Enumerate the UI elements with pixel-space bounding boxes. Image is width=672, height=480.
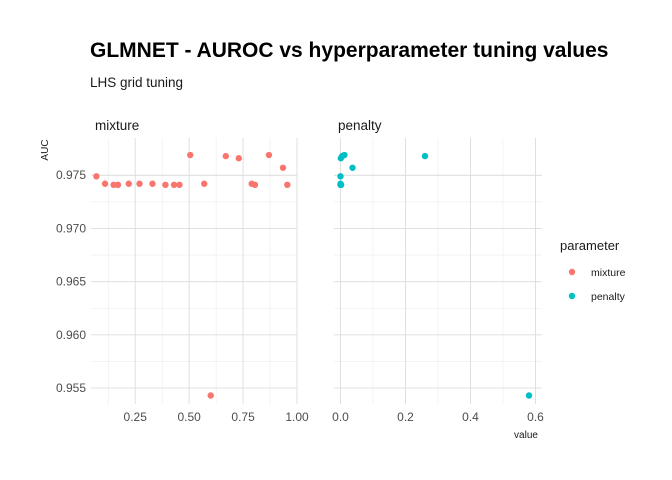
data-point-mixture: [284, 181, 291, 189]
facet-strip-label: penalty: [338, 118, 382, 133]
data-point-mixture: [170, 181, 178, 189]
x-tick-label: 0.4: [462, 410, 479, 424]
x-tick-label: 0.50: [177, 410, 201, 424]
x-tick-label: 0.6: [527, 410, 544, 424]
legend-label-mixture: mixture: [591, 267, 626, 279]
facet-strip-label: mixture: [95, 118, 139, 133]
data-point-mixture: [101, 180, 109, 187]
y-tick-label: 0.975: [56, 168, 86, 182]
y-tick-label: 0.970: [56, 221, 86, 235]
legend-items: mixture penalty: [568, 267, 626, 303]
data-point-mixture: [187, 151, 194, 159]
x-tick-label: 0.2: [397, 410, 414, 424]
x-tick-label: 1.00: [285, 410, 309, 424]
data-point-mixture: [93, 173, 100, 180]
legend: parameter mixture penalty: [560, 238, 626, 303]
data-point-mixture: [149, 180, 156, 187]
data-point-mixture: [162, 181, 169, 189]
x-tick-label: 0.75: [231, 410, 255, 424]
legend-title: parameter: [560, 238, 620, 253]
data-point-penalty: [421, 152, 429, 160]
data-point-penalty: [337, 181, 345, 189]
x-tick-label: 0.0: [332, 410, 349, 424]
legend-key-mixture: [568, 268, 576, 276]
data-point-mixture: [176, 181, 183, 189]
chart-title: GLMNET - AUROC vs hyperparameter tuning …: [90, 39, 609, 62]
facet-panels: mixture 0.25 0.50 0.75 1.00 penalty 0.0 0.2 0.4 0…: [56, 118, 544, 424]
facet-panel-mixture: mixture 0.25 0.50 0.75 1.00: [91, 118, 309, 424]
x-axis-title: value: [514, 430, 538, 441]
data-point-penalty: [349, 164, 356, 171]
y-axis-title: AUC: [40, 139, 51, 160]
chart-subtitle: LHS grid tuning: [90, 75, 183, 90]
legend-label-penalty: penalty: [591, 291, 626, 303]
data-point-mixture: [136, 180, 143, 187]
data-point-mixture: [201, 180, 208, 187]
y-tick-label: 0.955: [56, 381, 86, 395]
data-point-mixture: [125, 180, 132, 187]
data-point-mixture: [114, 181, 122, 189]
x-tick-label: 0.25: [124, 410, 148, 424]
data-point-mixture: [222, 152, 230, 160]
y-tick-label: 0.960: [56, 328, 86, 342]
data-point-mixture: [279, 164, 287, 171]
data-point-mixture: [235, 155, 242, 162]
data-point-mixture: [265, 151, 273, 159]
y-tick-label: 0.965: [56, 275, 86, 289]
legend-key-penalty: [568, 292, 576, 300]
data-point-mixture: [207, 392, 214, 399]
data-point-mixture: [251, 181, 259, 189]
data-point-penalty: [341, 151, 348, 159]
facet-panel-penalty: penalty 0.0 0.2 0.4 0.6: [332, 118, 544, 424]
data-point-penalty: [337, 173, 344, 180]
data-point-penalty: [525, 392, 533, 399]
